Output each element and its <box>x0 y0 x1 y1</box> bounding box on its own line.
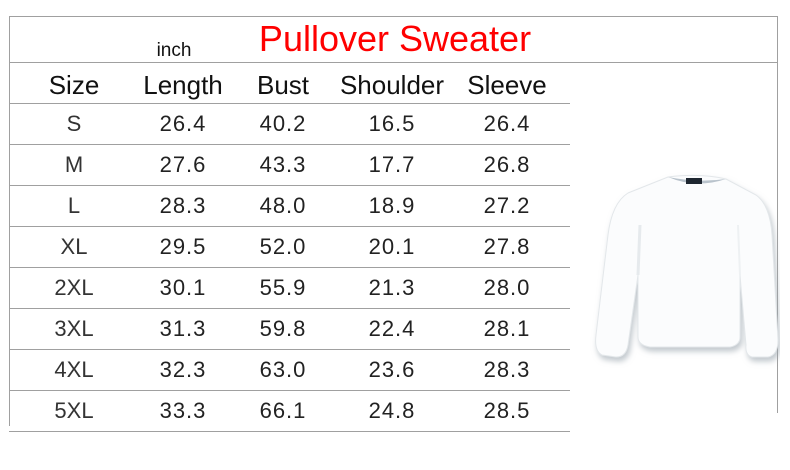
chart-title: Pullover Sweater <box>258 18 532 59</box>
row-divider <box>9 185 570 186</box>
sweater-image <box>595 174 779 358</box>
cell-bust: 55.9 <box>259 275 307 300</box>
cell-length: 31.3 <box>159 316 207 341</box>
header-divider <box>9 62 778 63</box>
cell-length: 26.4 <box>159 111 207 136</box>
cell-size: 2XL <box>54 275 94 300</box>
cell-bust: 43.3 <box>259 152 307 177</box>
left-border <box>9 16 10 426</box>
cell-shoulder: 22.4 <box>368 316 416 341</box>
cell-length: 33.3 <box>159 398 207 423</box>
cell-shoulder: 16.5 <box>368 111 416 136</box>
cell-shoulder: 20.1 <box>368 234 416 259</box>
cell-bust: 66.1 <box>259 398 307 423</box>
row-divider <box>9 431 570 432</box>
cell-sleeve: 28.0 <box>483 275 531 300</box>
cell-bust: 59.8 <box>259 316 307 341</box>
cell-length: 32.3 <box>159 357 207 382</box>
row-divider <box>9 390 570 391</box>
cell-shoulder: 18.9 <box>368 193 416 218</box>
cell-size: M <box>64 152 84 177</box>
cell-bust: 40.2 <box>259 111 307 136</box>
cell-length: 28.3 <box>159 193 207 218</box>
cell-length: 30.1 <box>159 275 207 300</box>
cell-sleeve: 26.8 <box>483 152 531 177</box>
cell-shoulder: 23.6 <box>368 357 416 382</box>
column-header-size: Size <box>48 70 100 100</box>
cell-sleeve: 27.8 <box>483 234 531 259</box>
cell-length: 29.5 <box>159 234 207 259</box>
cell-bust: 52.0 <box>259 234 307 259</box>
column-header-shoulder: Shoulder <box>339 70 445 100</box>
right-border <box>777 16 778 413</box>
cell-sleeve: 28.3 <box>483 357 531 382</box>
column-header-length: Length <box>143 70 223 100</box>
row-divider <box>9 349 570 350</box>
row-divider <box>9 267 570 268</box>
cell-bust: 48.0 <box>259 193 307 218</box>
cell-sleeve: 26.4 <box>483 111 531 136</box>
row-divider <box>9 144 570 145</box>
cell-shoulder: 17.7 <box>368 152 416 177</box>
cell-shoulder: 21.3 <box>368 275 416 300</box>
cell-size: S <box>66 111 82 136</box>
cell-size: 3XL <box>54 316 94 341</box>
cell-length: 27.6 <box>159 152 207 177</box>
cell-size: 5XL <box>54 398 94 423</box>
unit-label: inch <box>156 40 192 61</box>
cell-sleeve: 27.2 <box>483 193 531 218</box>
row-divider <box>9 226 570 227</box>
cell-sleeve: 28.1 <box>483 316 531 341</box>
cell-size: 4XL <box>54 357 94 382</box>
cell-size: XL <box>60 234 88 259</box>
cell-sleeve: 28.5 <box>483 398 531 423</box>
cell-shoulder: 24.8 <box>368 398 416 423</box>
row-divider <box>9 103 570 104</box>
column-header-bust: Bust <box>256 70 310 100</box>
top-border <box>9 16 778 17</box>
row-divider <box>9 308 570 309</box>
cell-size: L <box>67 193 81 218</box>
cell-bust: 63.0 <box>259 357 307 382</box>
column-header-sleeve: Sleeve <box>467 70 547 100</box>
